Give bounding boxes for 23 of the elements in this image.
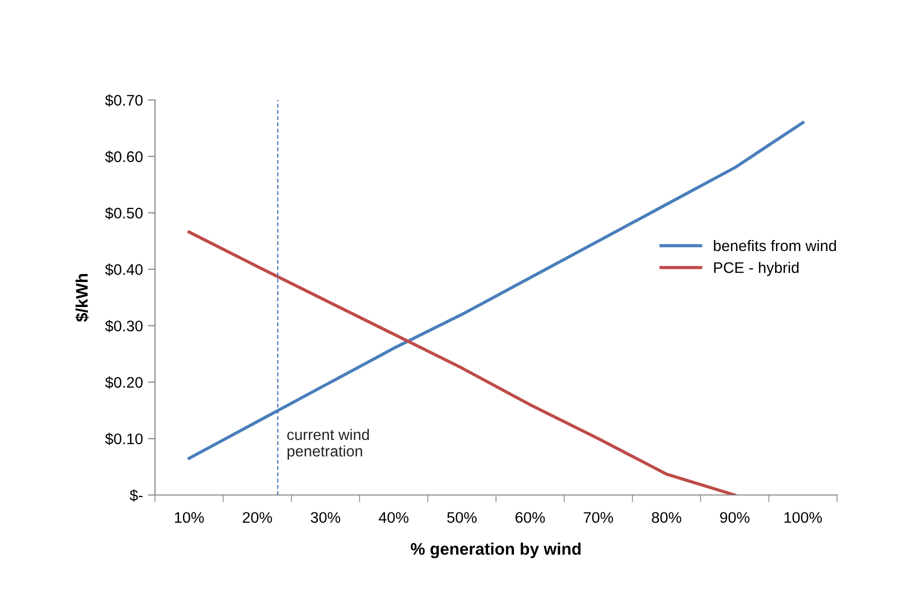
x-tick-label: 20% bbox=[242, 512, 272, 523]
x-tick-label: 40% bbox=[378, 512, 408, 523]
y-tick-label: $0.40 bbox=[105, 264, 143, 276]
x-tick-label: 10% bbox=[174, 512, 204, 523]
y-tick-label: $0.70 bbox=[105, 94, 143, 107]
y-tick-label: $0.10 bbox=[105, 432, 143, 446]
x-tick-label: 50% bbox=[447, 512, 477, 523]
ref-line-label: current wind penetration bbox=[287, 428, 369, 460]
y-axis-title: $/kWh bbox=[75, 274, 89, 322]
x-axis-title: % generation by wind bbox=[410, 542, 581, 558]
y-tick-label: $0.60 bbox=[105, 150, 143, 164]
legend-label: benefits from wind bbox=[714, 240, 836, 252]
y-tick-label: $- bbox=[130, 489, 143, 502]
x-tick-label: 90% bbox=[720, 512, 750, 523]
x-tick-label: 100% bbox=[784, 512, 822, 523]
x-tick-label: 70% bbox=[584, 512, 614, 523]
y-tick-label: $0.30 bbox=[105, 320, 143, 332]
y-tick-label: $0.20 bbox=[105, 376, 143, 389]
y-tick-label: $0.50 bbox=[105, 207, 143, 220]
x-tick-label: 60% bbox=[516, 512, 545, 523]
legend-label: PCE - hybrid bbox=[714, 262, 799, 276]
x-tick-label: 30% bbox=[310, 512, 340, 523]
x-tick-label: 80% bbox=[652, 512, 682, 523]
